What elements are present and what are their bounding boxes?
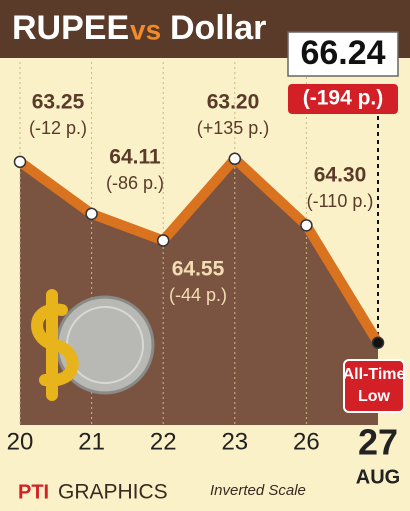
value-label: 64.30	[314, 164, 367, 187]
marker	[371, 336, 385, 349]
marker	[85, 207, 98, 221]
change-label: (-86 p.)	[106, 173, 164, 193]
x-tick-label: 26	[293, 428, 320, 455]
x-tick-label: 23	[221, 428, 248, 455]
source: GRAPHICS	[58, 481, 168, 504]
annotation: All-Time	[343, 366, 406, 383]
change-label: (-12 p.)	[29, 118, 87, 138]
x-tick-label: 20	[7, 428, 34, 455]
marker	[156, 234, 170, 247]
marker	[300, 219, 313, 232]
note: Inverted Scale	[210, 482, 306, 499]
value-box	[287, 31, 399, 77]
value-label: 66.24	[300, 34, 385, 72]
value-label: 64.55	[172, 258, 225, 281]
annotation: Low	[358, 388, 391, 405]
marker	[228, 152, 242, 166]
x-tick-label: 27	[358, 422, 398, 463]
change-box	[288, 84, 398, 114]
value-label: 64.11	[109, 146, 161, 169]
change-label: (-194 p.)	[303, 87, 384, 110]
value-label: 63.25	[32, 91, 85, 114]
chart-title: vs	[130, 14, 161, 45]
dollar-icon	[31, 289, 79, 401]
x-axis-label: AUG	[356, 466, 400, 488]
source-logo: PTI	[18, 481, 49, 503]
x-tick-label: 22	[150, 428, 177, 455]
change-label: (-110 p.)	[307, 191, 374, 211]
chart-title: Dollar	[170, 9, 266, 47]
axis-band	[0, 425, 410, 511]
line	[17, 153, 383, 346]
change-label: (-44 p.)	[169, 285, 227, 305]
chart-title: RUPEE	[12, 9, 129, 47]
annotation-box	[343, 359, 405, 413]
marker	[13, 155, 27, 169]
x-tick-label: 21	[78, 428, 105, 455]
change-label: (+135 p.)	[197, 118, 270, 138]
value-label: 63.20	[207, 91, 260, 114]
